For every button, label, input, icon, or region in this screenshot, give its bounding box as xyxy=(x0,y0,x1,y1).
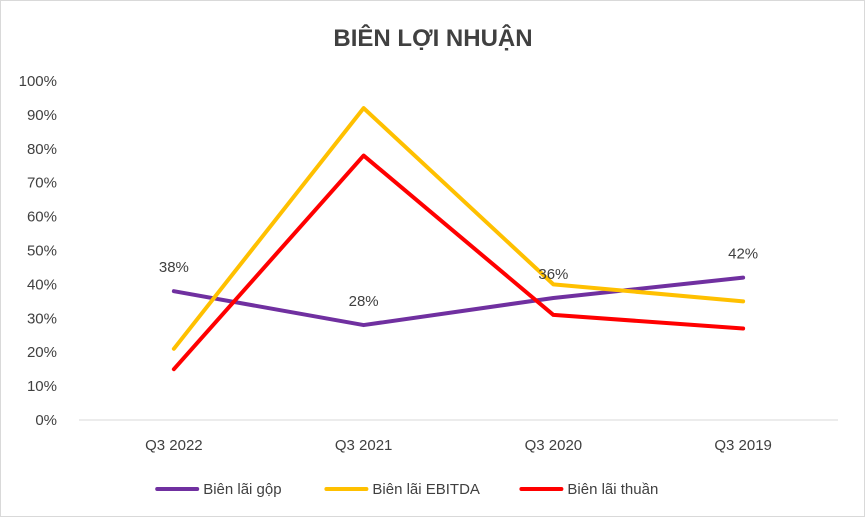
y-tick-label: 60% xyxy=(27,209,57,226)
x-tick-label: Q3 2020 xyxy=(525,437,583,454)
legend-item-2: Biên lãi EBITDA xyxy=(324,481,480,498)
legend-item-3: Biên lãi thuần xyxy=(519,481,658,498)
legend-item-1: Biên lãi gộp xyxy=(155,481,282,498)
y-tick-label: 40% xyxy=(27,276,57,293)
series-lines xyxy=(171,106,746,372)
y-tick-label: 10% xyxy=(27,378,57,395)
data-label: 36% xyxy=(538,266,568,283)
series-line-3 xyxy=(171,153,746,372)
y-tick-label: 100% xyxy=(19,73,57,90)
y-axis-ticks: 0% 10% 20% 30% 40% 50% 60% 70% 80% 90% 100% xyxy=(19,73,57,429)
legend-label: Biên lãi gộp xyxy=(203,481,281,498)
data-label: 28% xyxy=(349,293,379,310)
data-label: 38% xyxy=(159,259,189,276)
legend: Biên lãi gộp Biên lãi EBITDA Biên lãi thuầ… xyxy=(155,481,658,498)
series-line-2 xyxy=(171,106,746,351)
y-tick-label: 30% xyxy=(27,310,57,327)
y-tick-label: 80% xyxy=(27,141,57,158)
y-tick-label: 90% xyxy=(27,107,57,124)
y-tick-label: 50% xyxy=(27,243,57,260)
data-labels: 38% 28% 36% 42% xyxy=(159,246,758,310)
x-axis-ticks: Q3 2022 Q3 2021 Q3 2020 Q3 2019 xyxy=(145,437,772,454)
x-tick-label: Q3 2022 xyxy=(145,437,203,454)
data-label: 42% xyxy=(728,246,758,263)
legend-label: Biên lãi thuần xyxy=(567,481,658,498)
x-tick-label: Q3 2021 xyxy=(335,437,393,454)
chart-title: BIÊN LỢI NHUẬN xyxy=(333,24,532,52)
legend-label: Biên lãi EBITDA xyxy=(372,481,480,498)
series-line-1 xyxy=(171,275,746,328)
y-tick-label: 70% xyxy=(27,175,57,192)
x-tick-label: Q3 2019 xyxy=(714,437,772,454)
y-tick-label: 20% xyxy=(27,344,57,361)
y-tick-label: 0% xyxy=(35,412,57,429)
